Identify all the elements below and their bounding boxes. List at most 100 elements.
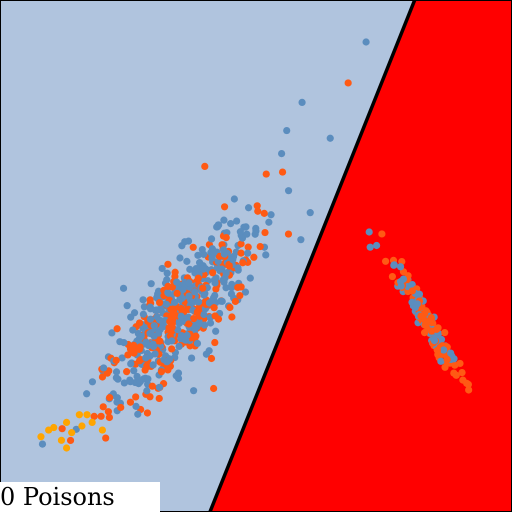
data-point <box>147 280 155 288</box>
data-point <box>237 249 245 257</box>
data-point <box>174 369 183 377</box>
data-point <box>201 162 209 170</box>
data-point <box>98 373 107 381</box>
data-point <box>100 364 108 372</box>
data-point <box>239 259 247 267</box>
data-point <box>135 319 144 327</box>
data-point <box>222 269 230 277</box>
data-point <box>306 209 314 217</box>
data-point <box>236 228 244 236</box>
data-point <box>228 313 236 321</box>
data-point <box>164 366 172 374</box>
data-point <box>195 298 203 306</box>
data-point <box>205 299 214 307</box>
data-point <box>227 290 236 298</box>
data-point <box>112 374 120 382</box>
data-point <box>372 241 381 250</box>
data-point <box>166 317 174 326</box>
data-point <box>200 250 208 258</box>
data-point <box>378 230 386 238</box>
data-point <box>155 383 164 391</box>
data-point <box>163 269 171 277</box>
data-point <box>113 325 121 333</box>
data-point <box>38 440 47 448</box>
data-point <box>193 339 202 348</box>
data-point <box>209 269 217 277</box>
data-point <box>58 425 66 433</box>
data-point <box>62 418 71 426</box>
data-point <box>430 337 439 345</box>
data-point <box>168 323 176 331</box>
data-point <box>192 264 200 273</box>
data-point <box>143 409 152 417</box>
data-point <box>190 323 199 331</box>
data-point <box>246 274 254 282</box>
data-point <box>200 291 208 299</box>
data-point <box>362 38 370 46</box>
data-point <box>97 412 105 420</box>
data-point <box>102 434 110 442</box>
data-point <box>146 329 154 338</box>
data-point <box>146 393 154 401</box>
data-point <box>108 329 116 337</box>
data-point <box>212 327 220 335</box>
data-point <box>189 243 197 251</box>
data-point <box>157 368 166 376</box>
data-point <box>174 326 182 334</box>
data-point <box>199 265 207 273</box>
data-point <box>230 195 238 203</box>
data-point <box>465 386 473 394</box>
data-point <box>139 310 147 318</box>
data-point <box>284 230 293 238</box>
data-point <box>117 403 125 412</box>
data-point <box>129 326 137 334</box>
data-point <box>186 265 194 273</box>
data-point <box>440 346 448 354</box>
data-point <box>106 394 114 402</box>
decision-boundary <box>208 0 417 512</box>
data-point <box>381 257 390 265</box>
data-point <box>75 411 83 419</box>
data-point <box>222 233 230 242</box>
data-point <box>194 274 202 282</box>
data-point <box>192 332 200 340</box>
data-point <box>450 355 458 363</box>
data-point <box>267 211 275 219</box>
data-point <box>163 276 171 284</box>
data-point <box>261 228 269 237</box>
data-point <box>388 272 396 281</box>
data-point <box>408 287 416 295</box>
data-point <box>227 220 235 228</box>
data-point <box>185 292 193 300</box>
data-point <box>99 403 107 411</box>
data-point <box>237 240 245 248</box>
data-point <box>243 230 251 238</box>
data-point <box>143 362 151 370</box>
data-point <box>78 422 86 430</box>
data-point <box>417 312 425 320</box>
data-point <box>155 394 163 403</box>
data-point <box>344 79 352 87</box>
data-point <box>236 291 244 300</box>
data-point <box>199 284 207 292</box>
data-point <box>164 289 172 297</box>
data-point <box>57 436 66 444</box>
data-point <box>142 354 150 362</box>
data-point <box>242 223 250 231</box>
data-point <box>173 278 181 286</box>
data-point <box>146 315 155 323</box>
data-point <box>185 279 193 287</box>
data-point <box>233 217 241 225</box>
data-point <box>112 356 120 364</box>
data-point <box>158 264 166 273</box>
data-point <box>447 349 455 357</box>
data-point <box>326 134 334 142</box>
data-point <box>168 337 176 345</box>
data-point <box>208 254 216 262</box>
data-point <box>144 375 152 383</box>
data-point <box>150 322 158 330</box>
data-point <box>244 249 252 257</box>
data-point <box>88 418 96 426</box>
data-point <box>212 285 220 293</box>
data-point <box>153 290 162 298</box>
